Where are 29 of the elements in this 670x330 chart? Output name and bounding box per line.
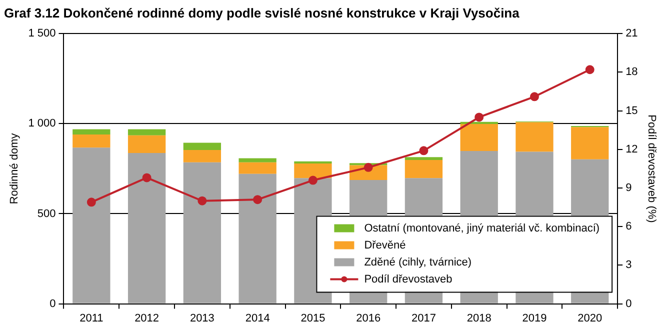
x-tick-label: 2012: [134, 312, 160, 324]
x-tick-label: 2013: [190, 312, 214, 324]
y2-tick-label: 6: [626, 220, 632, 233]
chart-title: Graf 3.12 Dokončené rodinné domy podle svislé nosné konstrukce v Kraji Vysočina: [4, 5, 520, 20]
y-tick-label: 500: [37, 208, 56, 220]
legend-label: Ostatní (montované, jiný materiál vč. kombinací): [364, 222, 600, 234]
legend-label: Dřevěné: [364, 239, 406, 252]
x-tick-label: 2015: [300, 312, 326, 324]
y2-tick-label: 18: [626, 66, 638, 78]
x-tick-label: 2020: [578, 312, 602, 324]
x-tick-label: 2014: [245, 312, 270, 324]
x-tick-label: 2011: [80, 312, 104, 324]
x-tick-label: 2019: [522, 312, 547, 324]
x-tick-label: 2017: [411, 312, 436, 324]
legend-label: Podíl dřevostaveb: [364, 273, 452, 286]
y2-axis-title: Podíl dřevostaveb (%): [645, 114, 658, 223]
y2-tick-label: 12: [626, 143, 638, 156]
y2-tick-label: 21: [626, 28, 638, 40]
y-tick-label: 1 000: [28, 118, 56, 130]
y2-tick-label: 0: [626, 298, 632, 310]
y2-tick-label: 3: [626, 259, 632, 272]
y-axis-title: Rodinné domy: [8, 132, 21, 204]
x-tick-label: 2016: [356, 312, 381, 324]
x-tick-label: 2018: [466, 312, 492, 324]
y-tick-label: 1 500: [28, 28, 56, 40]
y2-tick-label: 9: [626, 182, 632, 194]
y-tick-label: 0: [50, 298, 56, 310]
y2-tick-label: 15: [626, 104, 638, 117]
legend-label: Zděné (cihly, tvárnice): [364, 256, 472, 268]
